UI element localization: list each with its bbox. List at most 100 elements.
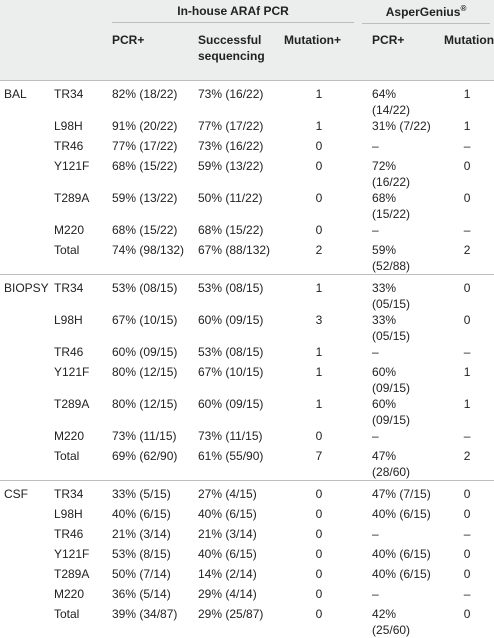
sequencing-value: 68% (15/22)	[194, 222, 280, 242]
col-header-pcr-aspergenius: PCR+	[358, 25, 440, 81]
sample-type	[0, 526, 50, 546]
sample-type	[0, 190, 50, 222]
inhouse-mutation-count: 1	[280, 81, 358, 119]
mutation-name: TR34	[50, 275, 108, 313]
inhouse-mutation-count: 1	[280, 275, 358, 313]
sample-type: CSF	[0, 481, 50, 507]
inhouse-mutation-count: 1	[280, 344, 358, 364]
inhouse-mutation-count: 3	[280, 312, 358, 344]
inhouse-mutation-count: 0	[280, 546, 358, 566]
col-header-sequencing: Successful sequencing	[194, 25, 280, 81]
sequencing-value: 50% (11/22)	[194, 190, 280, 222]
sequencing-value: 14% (2/14)	[194, 566, 280, 586]
sequencing-value: 67% (88/132)	[194, 242, 280, 275]
sample-type	[0, 222, 50, 242]
aspergenius-pcr-value: 42% (25/60)	[358, 606, 440, 638]
aspergenius-mutation-count: –	[440, 428, 494, 448]
inhouse-mutation-count: 1	[280, 396, 358, 428]
aspergenius-pcr-value: 33% (05/15)	[358, 275, 440, 313]
col-header-mutation: Mutation+	[280, 25, 358, 81]
aspergenius-mutation-count: 0	[440, 546, 494, 566]
aspergenius-mutation-count: –	[440, 344, 494, 364]
mutation-name: Y121F	[50, 546, 108, 566]
aspergenius-mutation-count: 2	[440, 448, 494, 481]
aspergenius-mutation-count: 0	[440, 312, 494, 344]
inhouse-mutation-count: 0	[280, 506, 358, 526]
aspergenius-mutation-count: 0	[440, 566, 494, 586]
mutation-name: L98H	[50, 118, 108, 138]
inhouse-mutation-count: 0	[280, 586, 358, 606]
inhouse-mutation-count: 0	[280, 222, 358, 242]
aspergenius-mutation-count: –	[440, 138, 494, 158]
sample-type	[0, 586, 50, 606]
mutation-name: Y121F	[50, 364, 108, 396]
inhouse-header-label: In-house ARAf PCR	[112, 3, 354, 23]
aspergenius-pcr-value: 60% (09/15)	[358, 396, 440, 428]
sample-type	[0, 312, 50, 344]
inhouse-mutation-count: 1	[280, 118, 358, 138]
aspergenius-pcr-value: –	[358, 222, 440, 242]
inhouse-pcr-value: 40% (6/15)	[108, 506, 194, 526]
aspergenius-pcr-value: –	[358, 344, 440, 364]
inhouse-mutation-count: 0	[280, 190, 358, 222]
inhouse-pcr-value: 59% (13/22)	[108, 190, 194, 222]
inhouse-pcr-value: 68% (15/22)	[108, 222, 194, 242]
inhouse-pcr-value: 60% (09/15)	[108, 344, 194, 364]
aspergenius-mutation-count: 1	[440, 81, 494, 119]
aspergenius-pcr-value: 47% (28/60)	[358, 448, 440, 481]
inhouse-pcr-value: 50% (7/14)	[108, 566, 194, 586]
sample-type	[0, 396, 50, 428]
sample-type	[0, 344, 50, 364]
inhouse-pcr-value: 33% (5/15)	[108, 481, 194, 507]
aspergenius-pcr-value: 64% (14/22)	[358, 81, 440, 119]
aspergenius-pcr-value: 33% (05/15)	[358, 312, 440, 344]
inhouse-pcr-value: 80% (12/15)	[108, 396, 194, 428]
mutation-name: TR46	[50, 344, 108, 364]
aspergenius-mutation-count: 0	[440, 275, 494, 313]
sample-type	[0, 546, 50, 566]
col-header-pcr: PCR+	[108, 25, 194, 81]
aspergenius-mutation-count: 0	[440, 190, 494, 222]
sample-type	[0, 158, 50, 190]
sequencing-value: 73% (16/22)	[194, 81, 280, 119]
aspergenius-pcr-value: 59% (52/88)	[358, 242, 440, 275]
sequencing-value: 27% (4/15)	[194, 481, 280, 507]
aspergenius-pcr-value: 40% (6/15)	[358, 546, 440, 566]
inhouse-pcr-value: 77% (17/22)	[108, 138, 194, 158]
mutation-name: L98H	[50, 506, 108, 526]
sample-type	[0, 606, 50, 638]
mutation-name: M220	[50, 586, 108, 606]
sequencing-value: 29% (25/87)	[194, 606, 280, 638]
inhouse-header: In-house ARAf PCR	[108, 0, 358, 25]
inhouse-mutation-count: 7	[280, 448, 358, 481]
sequencing-value: 59% (13/22)	[194, 158, 280, 190]
aspergenius-mutation-count: 1	[440, 364, 494, 396]
inhouse-pcr-value: 68% (15/22)	[108, 158, 194, 190]
sequencing-value: 61% (55/90)	[194, 448, 280, 481]
inhouse-mutation-count: 0	[280, 481, 358, 507]
mutation-name: Total	[50, 242, 108, 275]
sample-type: BIOPSY	[0, 275, 50, 313]
inhouse-pcr-value: 91% (20/22)	[108, 118, 194, 138]
sequencing-value: 67% (10/15)	[194, 364, 280, 396]
mutation-name: T289A	[50, 190, 108, 222]
mutation-name: Y121F	[50, 158, 108, 190]
aspergenius-mutation-count: 1	[440, 118, 494, 138]
inhouse-mutation-count: 0	[280, 428, 358, 448]
